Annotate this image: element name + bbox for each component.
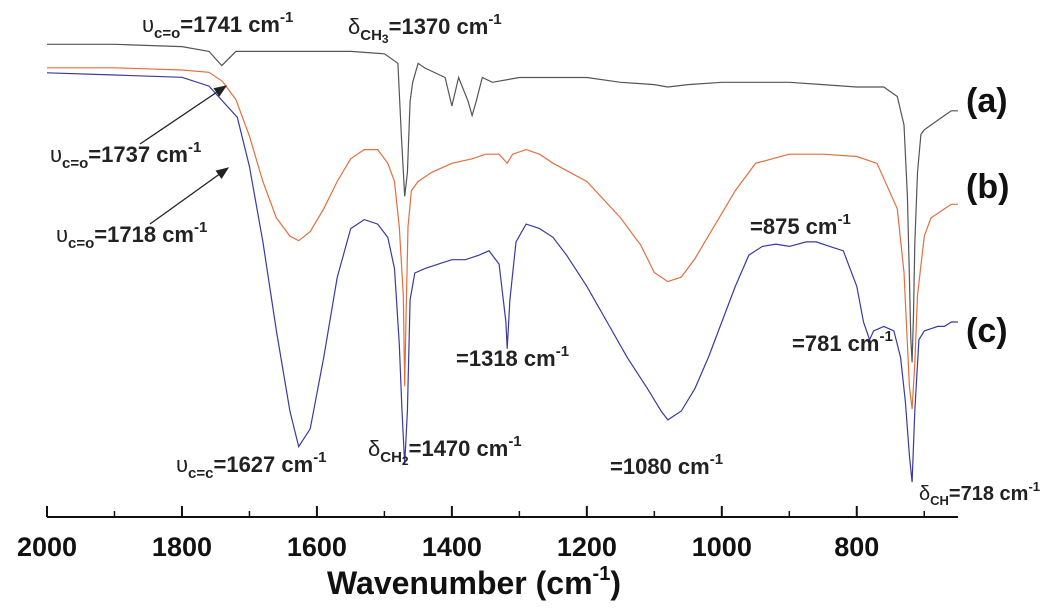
ann-sub: c=o — [154, 25, 180, 42]
annotation-dch3-1370: δCH3=1370 cm-1 — [348, 11, 502, 46]
ann-sym: υ — [50, 142, 62, 167]
ann-val: =1470 cm — [409, 436, 509, 461]
ann-sub: CH — [930, 493, 949, 508]
x-tick-label-1200: 1200 — [557, 532, 617, 562]
ann-sub2: 3 — [382, 32, 389, 46]
annotation-vcc-1627: υc=c=1627 cm-1 — [176, 449, 327, 482]
series-line-c — [46, 72, 958, 483]
series-label-a: (a) — [966, 82, 1008, 120]
ann-val: =1741 cm — [180, 12, 280, 37]
series-label-b: (b) — [966, 168, 1009, 206]
series-layer — [46, 43, 958, 483]
x-axis-title-end: ) — [610, 565, 621, 601]
ann-sub: CH — [380, 449, 402, 466]
x-axis-title-sup: -1 — [593, 563, 611, 585]
annotation-dch-718: δCH=718 cm-1 — [919, 479, 1040, 508]
x-axis-ticks: 2000 1800 1600 1400 1200 1000 800 — [17, 506, 926, 562]
x-tick-label-1000: 1000 — [692, 532, 752, 562]
x-tick-label-1800: 1800 — [152, 532, 212, 562]
arrow-1737 — [139, 85, 228, 145]
ann-sym: δ — [368, 436, 380, 461]
ann-sub: c=o — [62, 155, 88, 172]
ann-val: =781 cm — [792, 331, 879, 356]
ann-sup: -1 — [879, 328, 892, 345]
x-tick-label-1400: 1400 — [422, 532, 482, 562]
ann-sym: υ — [56, 222, 68, 247]
ann-sub: CH — [360, 27, 382, 44]
ann-sym: δ — [919, 483, 930, 505]
series-label-c: (c) — [966, 312, 1008, 350]
ann-sup: -1 — [488, 11, 501, 28]
ann-sym: υ — [142, 12, 154, 37]
annotation-vco-1718: υc=o=1718 cm-1 — [56, 219, 207, 252]
ann-val: =1370 cm — [389, 14, 489, 39]
series-line-a — [47, 43, 958, 363]
ann-val: =1318 cm — [456, 346, 556, 371]
ann-val: =718 cm — [949, 483, 1029, 505]
ann-sup: -1 — [1028, 479, 1040, 494]
ann-sup: -1 — [313, 449, 326, 466]
ann-sym: δ — [348, 14, 360, 39]
x-tick-label-800: 800 — [834, 532, 879, 562]
ann-sup: -1 — [710, 451, 723, 468]
ann-sup: -1 — [194, 219, 207, 236]
ann-val: =1718 cm — [94, 222, 194, 247]
ann-sub: c=o — [68, 235, 94, 252]
annotation-vco-1737: υc=o=1737 cm-1 — [50, 139, 201, 172]
ann-val: =875 cm — [750, 214, 837, 239]
ann-sup: -1 — [188, 139, 201, 156]
ann-sub2: 2 — [402, 454, 409, 468]
ann-val: =1080 cm — [610, 454, 710, 479]
x-axis-title: Wavenumber (cm-1) — [327, 563, 621, 601]
annotation-1318: =1318 cm-1 — [456, 343, 569, 371]
x-axis-title-main: Wavenumber (cm — [327, 565, 593, 601]
ann-val: =1737 cm — [88, 142, 188, 167]
ann-val: =1627 cm — [213, 452, 313, 477]
arrow-1718 — [149, 167, 230, 225]
ann-sup: -1 — [508, 433, 521, 450]
ann-sub: c=c — [188, 465, 213, 482]
ann-sup: -1 — [556, 343, 569, 360]
ann-sym: υ — [176, 452, 188, 477]
x-tick-label-2000: 2000 — [17, 532, 77, 562]
annotation-dch2-1470: δCH2=1470 cm-1 — [368, 433, 522, 468]
annotation-875: =875 cm-1 — [750, 211, 851, 239]
ann-sup: -1 — [280, 9, 293, 26]
series-line-b — [47, 67, 958, 410]
x-tick-label-1600: 1600 — [287, 532, 347, 562]
annotation-1080: =1080 cm-1 — [610, 451, 723, 479]
ann-sup: -1 — [837, 211, 850, 228]
annotation-vco-1741: υc=o=1741 cm-1 — [142, 9, 293, 42]
annotation-781: =781 cm-1 — [792, 328, 893, 356]
